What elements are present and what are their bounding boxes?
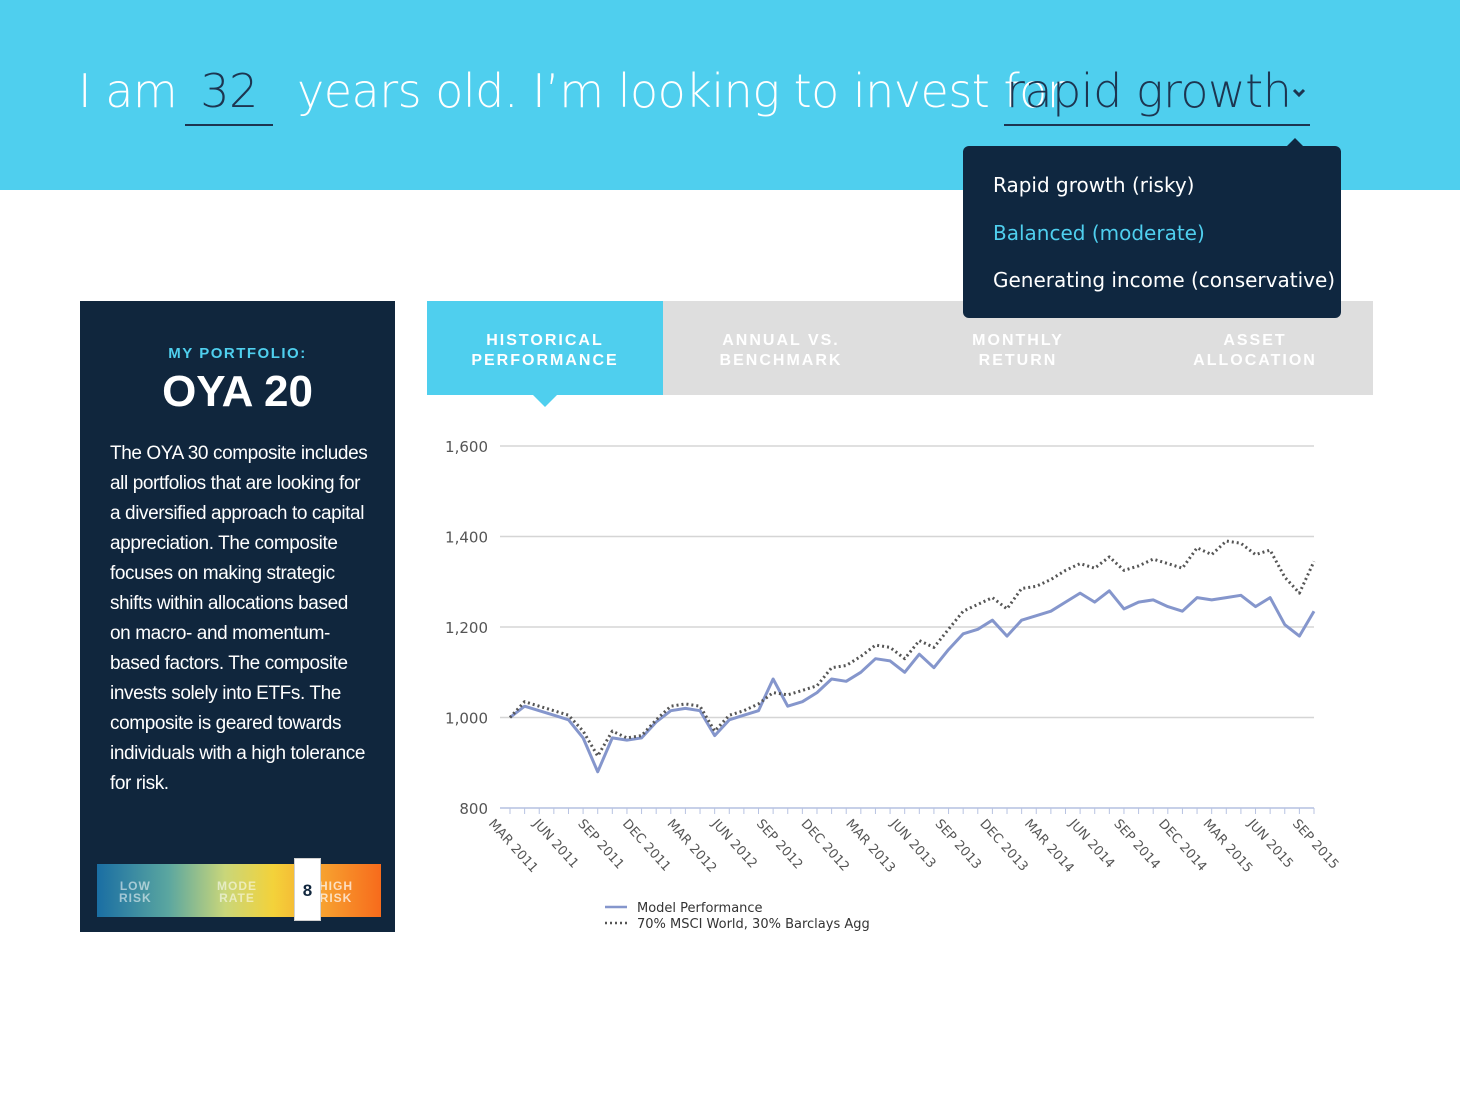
portfolio-name: OYA 20 [162, 367, 313, 416]
risk-low-label: LOW RISK [119, 879, 152, 905]
chevron-down-icon [1292, 88, 1306, 98]
y-tick-label: 1,200 [445, 619, 488, 637]
y-tick-label: 1,000 [445, 710, 488, 728]
dropdown-option-rapid-growth[interactable]: Rapid growth (risky) [993, 173, 1195, 197]
x-tick-label: SEP 2015 [1289, 817, 1341, 873]
age-value: 32 [200, 64, 258, 118]
portfolio-description: The OYA 30 composite includes all portfo… [110, 443, 368, 794]
x-tick-label: SEP 2012 [753, 817, 805, 873]
sentence-prefix: I am [78, 64, 178, 118]
x-tick-label: SEP 2014 [1110, 817, 1162, 873]
model-performance-series-line [509, 589, 1316, 774]
y-tick-label: 800 [459, 800, 488, 818]
goal-dropdown-menu: Rapid growth (risky) Balanced (moderate)… [963, 138, 1341, 318]
sentence-middle: years old. I’m looking to invest for [297, 64, 1066, 118]
risk-moderate-label: MODE RATE [217, 879, 257, 905]
y-tick-label: 1,600 [445, 438, 488, 456]
legend-label: Model Performance [637, 901, 763, 916]
risk-high-label: HIGH RISK [319, 879, 353, 905]
tab-historical-performance[interactable]: HISTORICAL PERFORMANCE [427, 301, 663, 407]
dropdown-option-balanced[interactable]: Balanced (moderate) [993, 221, 1205, 245]
x-tick-label: SEP 2013 [932, 817, 984, 873]
age-input[interactable]: 32 [185, 64, 273, 126]
investment-goal-value: rapid growth [1006, 64, 1292, 118]
legend-label: 70% MSCI World, 30% Barclays Agg [637, 917, 870, 932]
tab-annual-vs-benchmark[interactable]: ANNUAL VS. BENCHMARK [719, 332, 843, 369]
x-tick-label: SEP 2011 [574, 817, 626, 873]
header-banner: I am 32 years old. I’m looking to invest… [0, 0, 1460, 190]
tab-asset-allocation[interactable]: ASSET ALLOCATION [1193, 332, 1317, 369]
dropdown-option-generating-income[interactable]: Generating income (conservative) [993, 268, 1336, 292]
risk-score-marker[interactable]: 8 [294, 858, 321, 921]
tab-monthly-return[interactable]: MONTHLY RETURN [972, 332, 1064, 369]
benchmark-series-line [508, 539, 1316, 758]
portfolio-panel: MY PORTFOLIO: OYA 20 The OYA 30 composit… [80, 301, 395, 932]
portfolio-label: MY PORTFOLIO: [168, 345, 307, 362]
y-tick-label: 1,400 [445, 529, 488, 547]
risk-scale: LOW RISK MODE RATE HIGH RISK 8 [97, 858, 381, 921]
investment-goal-select[interactable]: rapid growth [1004, 64, 1310, 126]
